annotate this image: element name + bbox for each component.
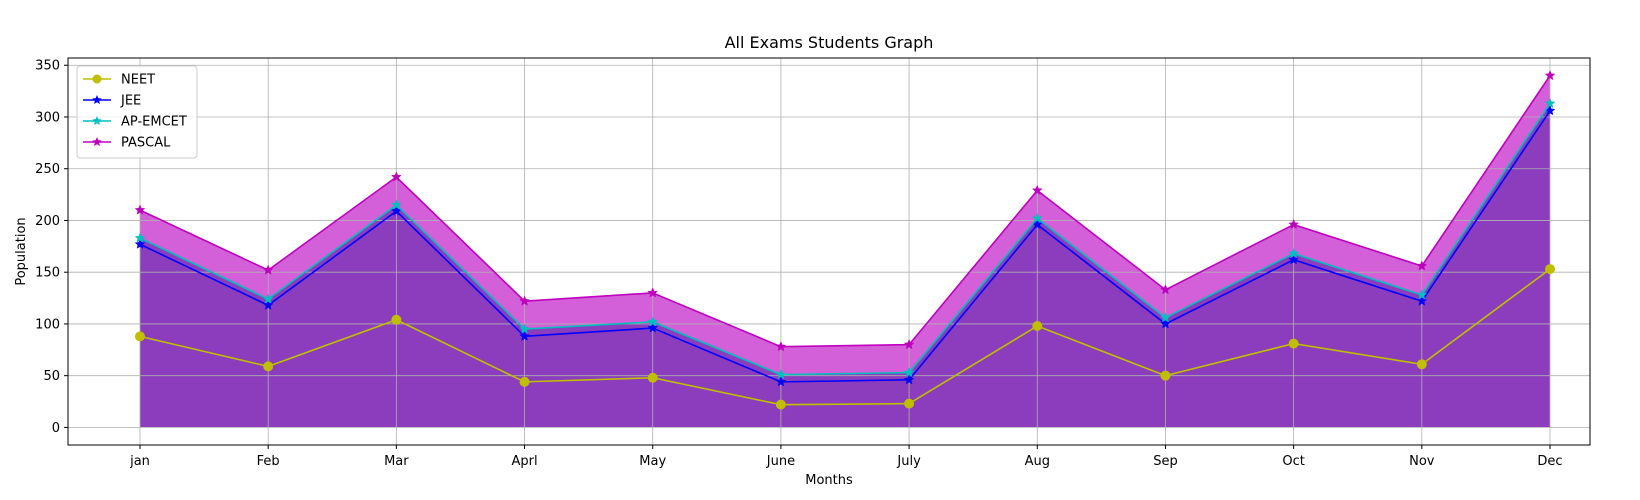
legend: NEET JEE AP-EMCET PASCAL: [76, 65, 198, 159]
plot-frame: [67, 57, 1591, 446]
data-point-jee: [1416, 295, 1428, 306]
y-tick-label: 350: [35, 59, 60, 74]
series-line-neet: [139, 268, 1551, 406]
data-point-jee: [903, 374, 915, 385]
x-tick-label: Mar: [384, 454, 409, 469]
data-point-ap-emcet: [647, 316, 659, 327]
y-tick-label: 150: [35, 266, 60, 281]
data-point-neet: [1416, 359, 1427, 370]
data-point-jee: [519, 330, 530, 341]
x-tick-label: Aug: [1025, 454, 1050, 469]
y-axis-title: Population: [14, 217, 29, 285]
data-point-neet: [904, 398, 915, 409]
data-point-jee: [775, 376, 787, 387]
data-point-neet: [519, 376, 530, 387]
data-point-pascal: [1544, 69, 1556, 81]
data-point-ap-emcet: [262, 293, 274, 304]
data-point-ap-emcet: [1288, 247, 1300, 259]
data-point-ap-emcet: [1031, 212, 1043, 223]
x-tick-label: Sep: [1153, 454, 1178, 469]
y-tick-label: 200: [35, 214, 60, 229]
legend-label-pascal: PASCAL: [121, 136, 171, 151]
legend-marker-ap-emcet: [92, 116, 102, 126]
series-line-ap-emcet: [139, 103, 1551, 376]
data-point-pascal: [390, 171, 402, 182]
data-point-neet: [647, 372, 658, 383]
x-tick-label: Oct: [1282, 454, 1304, 469]
data-point-pascal: [903, 338, 915, 350]
area-fill-ap-emcet: [140, 103, 1550, 428]
data-point-ap-emcet: [903, 366, 915, 378]
x-tick-label: jan: [129, 454, 150, 469]
data-point-pascal: [134, 204, 146, 215]
data-point-neet: [391, 314, 402, 325]
data-point-pascal: [647, 287, 659, 298]
data-point-neet: [135, 331, 145, 342]
legend-label-jee: JEE: [120, 94, 141, 109]
data-point-ap-emcet: [390, 199, 402, 210]
legend-label-neet: NEET: [121, 73, 155, 88]
data-point-neet: [775, 399, 786, 410]
data-point-pascal: [1416, 260, 1428, 271]
x-tick-label: May: [639, 454, 666, 469]
fills-layer: [140, 75, 1550, 428]
y-tick-label: 50: [43, 369, 60, 384]
data-point-pascal: [1160, 284, 1171, 295]
ticks-layer: jan Feb Mar Aprl May June July Aug Sep Oct Nov Dec 0…: [35, 59, 1562, 469]
x-axis-title: Months: [805, 473, 853, 488]
chart-title: All Exams Students Graph: [725, 33, 934, 52]
data-point-jee: [1288, 254, 1300, 265]
series-line-jee: [139, 110, 1551, 383]
series-layer: [134, 69, 1556, 410]
y-tick-label: 100: [35, 317, 60, 332]
x-tick-label: July: [896, 454, 921, 469]
data-point-neet: [263, 361, 274, 372]
data-point-ap-emcet: [134, 232, 146, 243]
data-point-ap-emcet: [1160, 312, 1171, 323]
y-tick-label: 0: [52, 421, 60, 436]
legend-box: [76, 65, 198, 159]
data-point-jee: [647, 322, 659, 333]
data-point-jee: [1160, 318, 1171, 329]
data-point-ap-emcet: [1416, 289, 1428, 300]
data-point-ap-emcet: [519, 323, 530, 334]
x-tick-label: Nov: [1409, 454, 1435, 469]
legend-label-ap-emcet: AP-EMCET: [121, 115, 187, 130]
data-point-pascal: [1288, 218, 1300, 230]
data-point-neet: [1288, 338, 1299, 349]
x-tick-label: June: [766, 454, 795, 469]
y-tick-label: 250: [35, 162, 60, 177]
x-tick-label: Feb: [257, 454, 280, 469]
x-tick-label: Aprl: [511, 454, 537, 469]
data-point-neet: [1032, 321, 1043, 332]
data-point-ap-emcet: [775, 368, 787, 380]
data-point-jee: [262, 299, 274, 310]
legend-marker-neet: [92, 74, 102, 84]
data-point-neet: [1545, 264, 1555, 275]
data-point-jee: [134, 238, 146, 249]
data-point-pascal: [775, 341, 787, 352]
data-point-pascal: [519, 295, 530, 306]
data-point-ap-emcet: [1544, 97, 1556, 109]
data-point-pascal: [262, 264, 274, 275]
series-line-pascal: [139, 75, 1551, 348]
legend-marker-pascal: [92, 137, 102, 147]
data-point-neet: [1160, 370, 1171, 381]
x-tick-label: Dec: [1537, 454, 1562, 469]
legend-marker-jee: [92, 95, 102, 105]
y-tick-label: 300: [35, 110, 60, 125]
data-point-pascal: [1031, 184, 1043, 196]
